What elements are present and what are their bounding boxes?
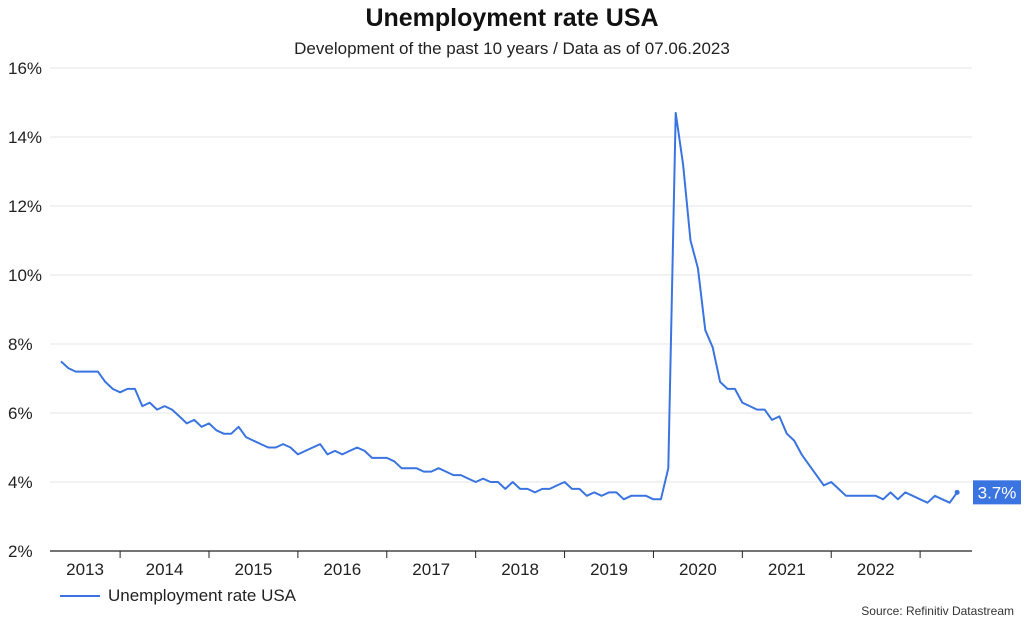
x-tick-label: 2020 [679, 560, 717, 579]
x-tick-label: 2019 [590, 560, 628, 579]
series-line-unemployment-rate [60, 111, 958, 504]
legend: Unemployment rate USA [60, 584, 296, 608]
y-tick-label: 16% [8, 59, 42, 78]
x-tick-label: 2016 [323, 560, 361, 579]
x-tick-label: 2014 [146, 560, 184, 579]
y-tick-label: 4% [8, 473, 33, 492]
y-tick-label: 6% [8, 404, 33, 423]
y-tick-label: 12% [8, 197, 42, 216]
y-tick-label: 14% [8, 128, 42, 147]
last-value-label-group: 3.7% [973, 480, 1021, 505]
x-tick-label: 2017 [412, 560, 450, 579]
x-tick-label: 2015 [235, 560, 273, 579]
last-value-box [973, 480, 1021, 505]
axes [50, 550, 972, 558]
last-value-label: 3.7% [978, 483, 1017, 502]
x-tick-label: 2021 [768, 560, 806, 579]
y-tick-label: 8% [8, 335, 33, 354]
chart-subtitle: Development of the past 10 years / Data … [294, 39, 730, 58]
gridlines [50, 67, 972, 483]
y-tick-label: 10% [8, 266, 42, 285]
y-tick-labels: 2% 4% 6% 8% 10% 12% 14% 16% [8, 59, 42, 561]
x-tick-label: 2018 [501, 560, 539, 579]
x-tick-label: 2013 [66, 560, 104, 579]
source-note: Source: Refinitiv Datastream [861, 604, 1014, 618]
x-tick-labels: 2013 2014 2015 2016 2017 2018 2019 2020 2021 2022 [66, 560, 894, 579]
legend-swatch [60, 595, 100, 597]
y-tick-label: 2% [8, 542, 33, 561]
last-value-marker [954, 489, 960, 495]
legend-label: Unemployment rate USA [108, 586, 297, 605]
x-tick-label: 2022 [857, 560, 895, 579]
chart-title: Unemployment rate USA [365, 4, 659, 32]
series-layer [60, 111, 960, 504]
